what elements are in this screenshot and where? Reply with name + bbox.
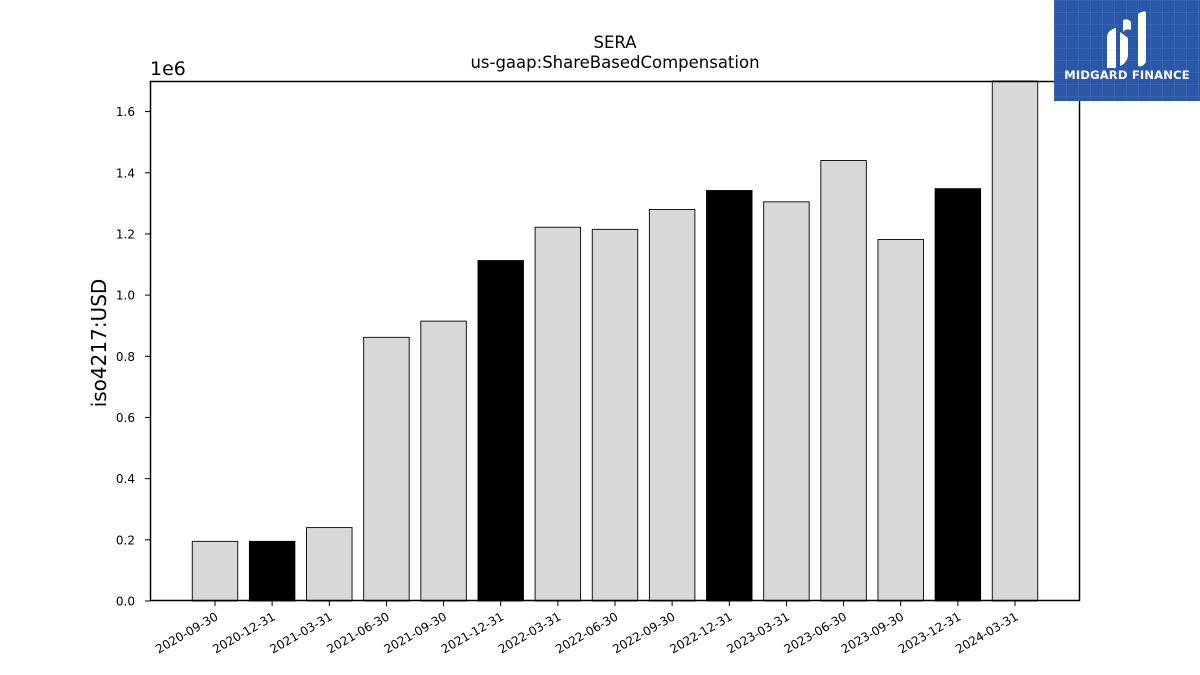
y-axis-label: iso4217:USD	[87, 279, 111, 408]
x-tick-label: 2021-03-31	[267, 609, 334, 656]
x-tick-label: 2020-12-31	[210, 609, 277, 656]
plot-area-frame	[149, 80, 1081, 602]
x-axis: 2020-09-302020-12-312021-03-312021-06-30…	[153, 601, 1021, 656]
bar	[420, 320, 467, 602]
y-tick-label: 0.2	[116, 533, 135, 547]
y-tick-label: 1.4	[116, 166, 135, 180]
x-tick-label: 2023-03-31	[725, 609, 792, 656]
bar	[591, 228, 639, 602]
y-tick-label: 0.6	[116, 411, 135, 425]
midgard-finance-logo: MIDGARD FINANCE	[1054, 0, 1200, 101]
x-tick-label: 2022-09-30	[610, 609, 677, 656]
chart-title: SERA	[594, 33, 638, 52]
y-tick-label: 0.0	[116, 595, 135, 609]
y-tick-label: 1.2	[116, 227, 135, 241]
bar	[706, 190, 753, 602]
logo-text: MIDGARD FINANCE	[1064, 68, 1190, 82]
x-tick-label: 2022-06-30	[553, 609, 620, 656]
y-tick-label: 0.4	[116, 472, 135, 486]
x-tick-label: 2022-12-31	[667, 609, 734, 656]
x-tick-label: 2021-12-31	[439, 609, 506, 656]
x-tick-label: 2020-09-30	[153, 609, 220, 656]
bar	[820, 160, 867, 602]
x-tick-label: 2023-09-30	[839, 609, 906, 656]
y-axis-offset-label: 1e6	[150, 58, 186, 80]
midgard-logo-icon	[1107, 11, 1146, 68]
x-tick-label: 2022-03-31	[496, 609, 563, 656]
x-tick-label: 2024-03-31	[953, 609, 1020, 656]
bar	[534, 226, 582, 602]
bar	[363, 336, 410, 602]
bar	[306, 527, 353, 602]
bars-group	[191, 80, 1039, 602]
y-tick-label: 1.0	[116, 289, 135, 303]
y-axis: 0.0 0.2 0.4 0.6 0.8 1.0 1.2 1.4 1.6	[116, 105, 150, 609]
y-tick-label: 0.8	[116, 350, 135, 364]
x-tick-label: 2021-09-30	[382, 609, 449, 656]
bar	[763, 201, 810, 602]
bar	[877, 238, 924, 602]
chart-subtitle: us-gaap:ShareBasedCompensation	[470, 53, 759, 72]
bar	[648, 209, 696, 602]
bar	[991, 80, 1039, 602]
x-tick-label: 2023-12-31	[896, 609, 963, 656]
y-tick-label: 1.6	[116, 105, 135, 119]
x-tick-label: 2021-06-30	[325, 609, 392, 656]
x-tick-label: 2023-06-30	[782, 609, 849, 656]
bar	[934, 188, 982, 602]
bar	[477, 260, 524, 602]
bar	[248, 540, 296, 602]
bar	[191, 540, 239, 602]
